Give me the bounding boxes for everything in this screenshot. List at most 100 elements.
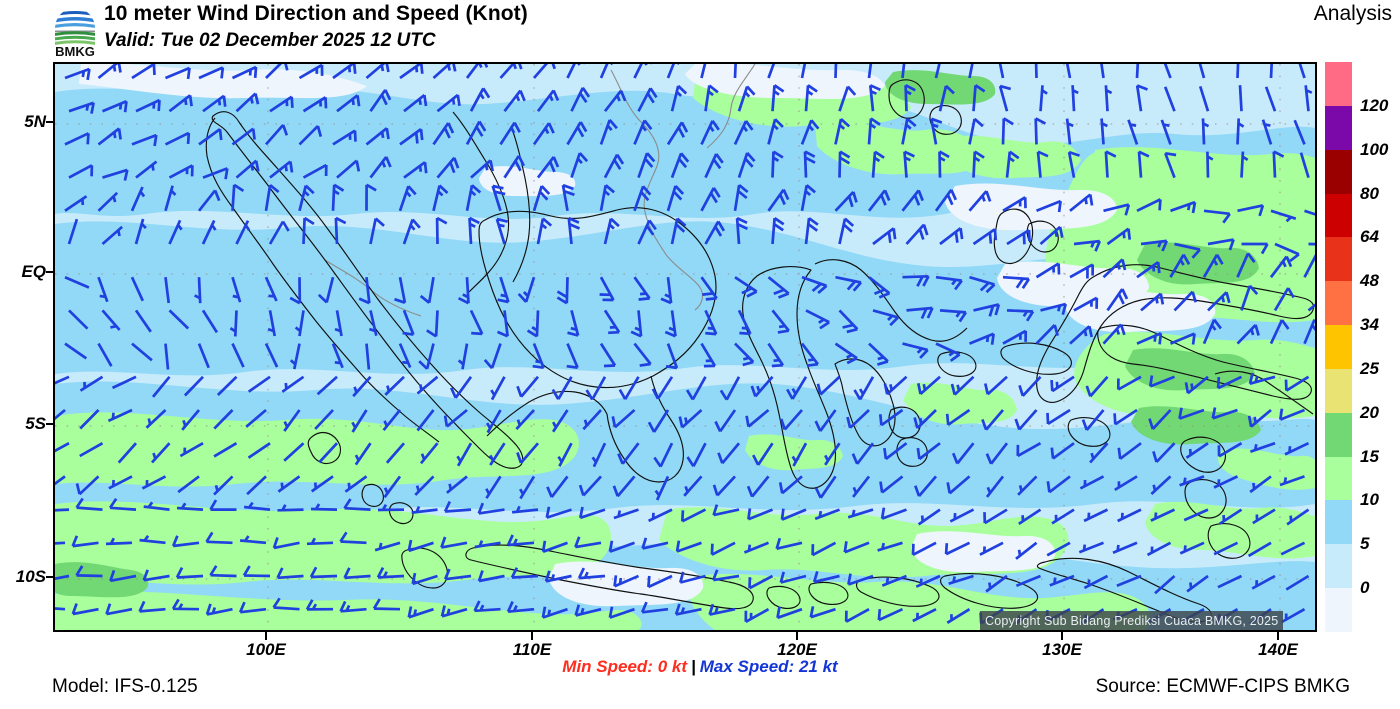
- wind-barb: [1213, 475, 1239, 489]
- wind-barb: [269, 160, 294, 179]
- wind-barb: [902, 274, 930, 287]
- wind-barb: [394, 276, 407, 304]
- wind-barb: [1173, 290, 1197, 312]
- colorbar-band-120: [1325, 62, 1352, 106]
- speed-colorbar[interactable]: [1325, 62, 1352, 632]
- wind-barb: [1065, 64, 1072, 79]
- wind-barb: [213, 409, 234, 430]
- run-type-label: Analysis: [1313, 2, 1392, 25]
- wind-barb: [384, 375, 405, 396]
- wind-barb: [1140, 239, 1169, 252]
- wind-barb: [1211, 407, 1238, 420]
- wind-barb: [633, 342, 652, 367]
- wind-barb: [510, 567, 539, 579]
- wind-barb: [1207, 291, 1231, 312]
- wind-barb: [734, 342, 755, 367]
- wind-barb: [432, 184, 449, 212]
- wind-barb: [969, 275, 996, 294]
- wind-barb: [686, 442, 707, 468]
- wind-barb: [416, 409, 435, 432]
- wind-barb: [247, 442, 271, 459]
- wind-barb: [151, 375, 171, 398]
- wind-barb: [905, 223, 929, 245]
- wind-barb: [411, 572, 438, 586]
- wind-barb: [231, 65, 258, 80]
- wind-barb: [1016, 442, 1042, 458]
- wind-barb: [134, 309, 152, 333]
- wind-barb: [245, 408, 267, 428]
- wind-barb: [946, 608, 971, 624]
- wind-barb: [168, 164, 194, 179]
- wind-barb: [935, 275, 963, 291]
- wind-barb: [516, 442, 540, 464]
- wind-barb: [242, 565, 271, 578]
- wind-map-canvas[interactable]: [55, 64, 1315, 630]
- wind-barb: [105, 603, 133, 616]
- wind-barb: [1018, 375, 1042, 397]
- wind-barb: [1071, 85, 1079, 112]
- model-label: Model: IFS-0.125: [52, 676, 198, 697]
- wind-barb: [1136, 198, 1162, 213]
- wind-barb: [202, 94, 227, 113]
- wind-barb: [1198, 64, 1206, 79]
- wind-barb: [556, 277, 569, 305]
- wind-barb: [599, 342, 617, 368]
- wind-barb: [229, 310, 238, 337]
- wind-barb: [1247, 541, 1272, 558]
- wind-barb: [1274, 242, 1300, 262]
- wind-barb: [812, 571, 840, 584]
- wind-barb: [648, 508, 673, 523]
- wind-barb: [516, 375, 540, 398]
- wind-barb: [877, 541, 903, 552]
- wind-barb: [331, 183, 345, 211]
- colorbar-band-64: [1325, 193, 1352, 238]
- xtick-label-140e: 140E: [1258, 640, 1298, 659]
- wind-barb: [800, 342, 819, 368]
- wind-barb: [1083, 574, 1109, 590]
- wind-barb: [1065, 118, 1074, 145]
- wind-barb: [1203, 209, 1231, 224]
- wind-barb: [935, 342, 961, 362]
- wind-barb: [544, 570, 572, 583]
- wind-barb: [1006, 309, 1035, 322]
- wind-barb: [1152, 442, 1176, 463]
- wind-barb: [1050, 442, 1075, 460]
- wind-barb: [704, 84, 719, 112]
- wind-barb: [171, 535, 200, 548]
- wind-barb: [1236, 323, 1260, 345]
- wind-barb: [213, 475, 234, 496]
- wind-barb: [101, 309, 121, 331]
- wind-barb: [343, 567, 371, 580]
- wind-barb: [399, 128, 424, 146]
- wind-barb: [574, 604, 602, 617]
- wind-barb: [949, 508, 975, 523]
- map-plot-area[interactable]: Copyright Sub Bidang Prediksi Cuaca BMKG…: [53, 62, 1317, 632]
- wind-barb: [181, 409, 201, 431]
- wind-barb: [201, 219, 217, 245]
- wind-barb: [55, 508, 70, 512]
- wind-barb: [1236, 252, 1256, 278]
- wind-barb: [107, 408, 133, 423]
- wind-barb: [1160, 119, 1172, 145]
- wind-barb: [164, 277, 171, 304]
- wind-barb: [1078, 541, 1104, 554]
- colorbar-label-80: 80: [1360, 183, 1379, 203]
- wind-barb: [365, 343, 371, 370]
- wind-barb: [566, 343, 579, 369]
- wind-barb: [613, 574, 640, 588]
- wind-barb: [745, 408, 770, 428]
- ytick-label-5n: 5N: [24, 112, 46, 131]
- wind-barb: [1035, 199, 1062, 213]
- colorbar-band-25: [1325, 325, 1352, 369]
- wind-barb: [968, 64, 974, 79]
- wind-barb: [490, 376, 506, 401]
- wind-barb: [647, 574, 673, 589]
- colorbar-label-10: 10: [1360, 490, 1379, 510]
- wind-barb: [281, 375, 305, 393]
- wind-barb: [1284, 441, 1310, 456]
- wind-barb: [801, 275, 828, 295]
- wind-barb: [352, 375, 372, 398]
- wind-barb: [213, 442, 238, 458]
- wind-barb: [365, 64, 390, 80]
- wind-barb: [108, 475, 133, 490]
